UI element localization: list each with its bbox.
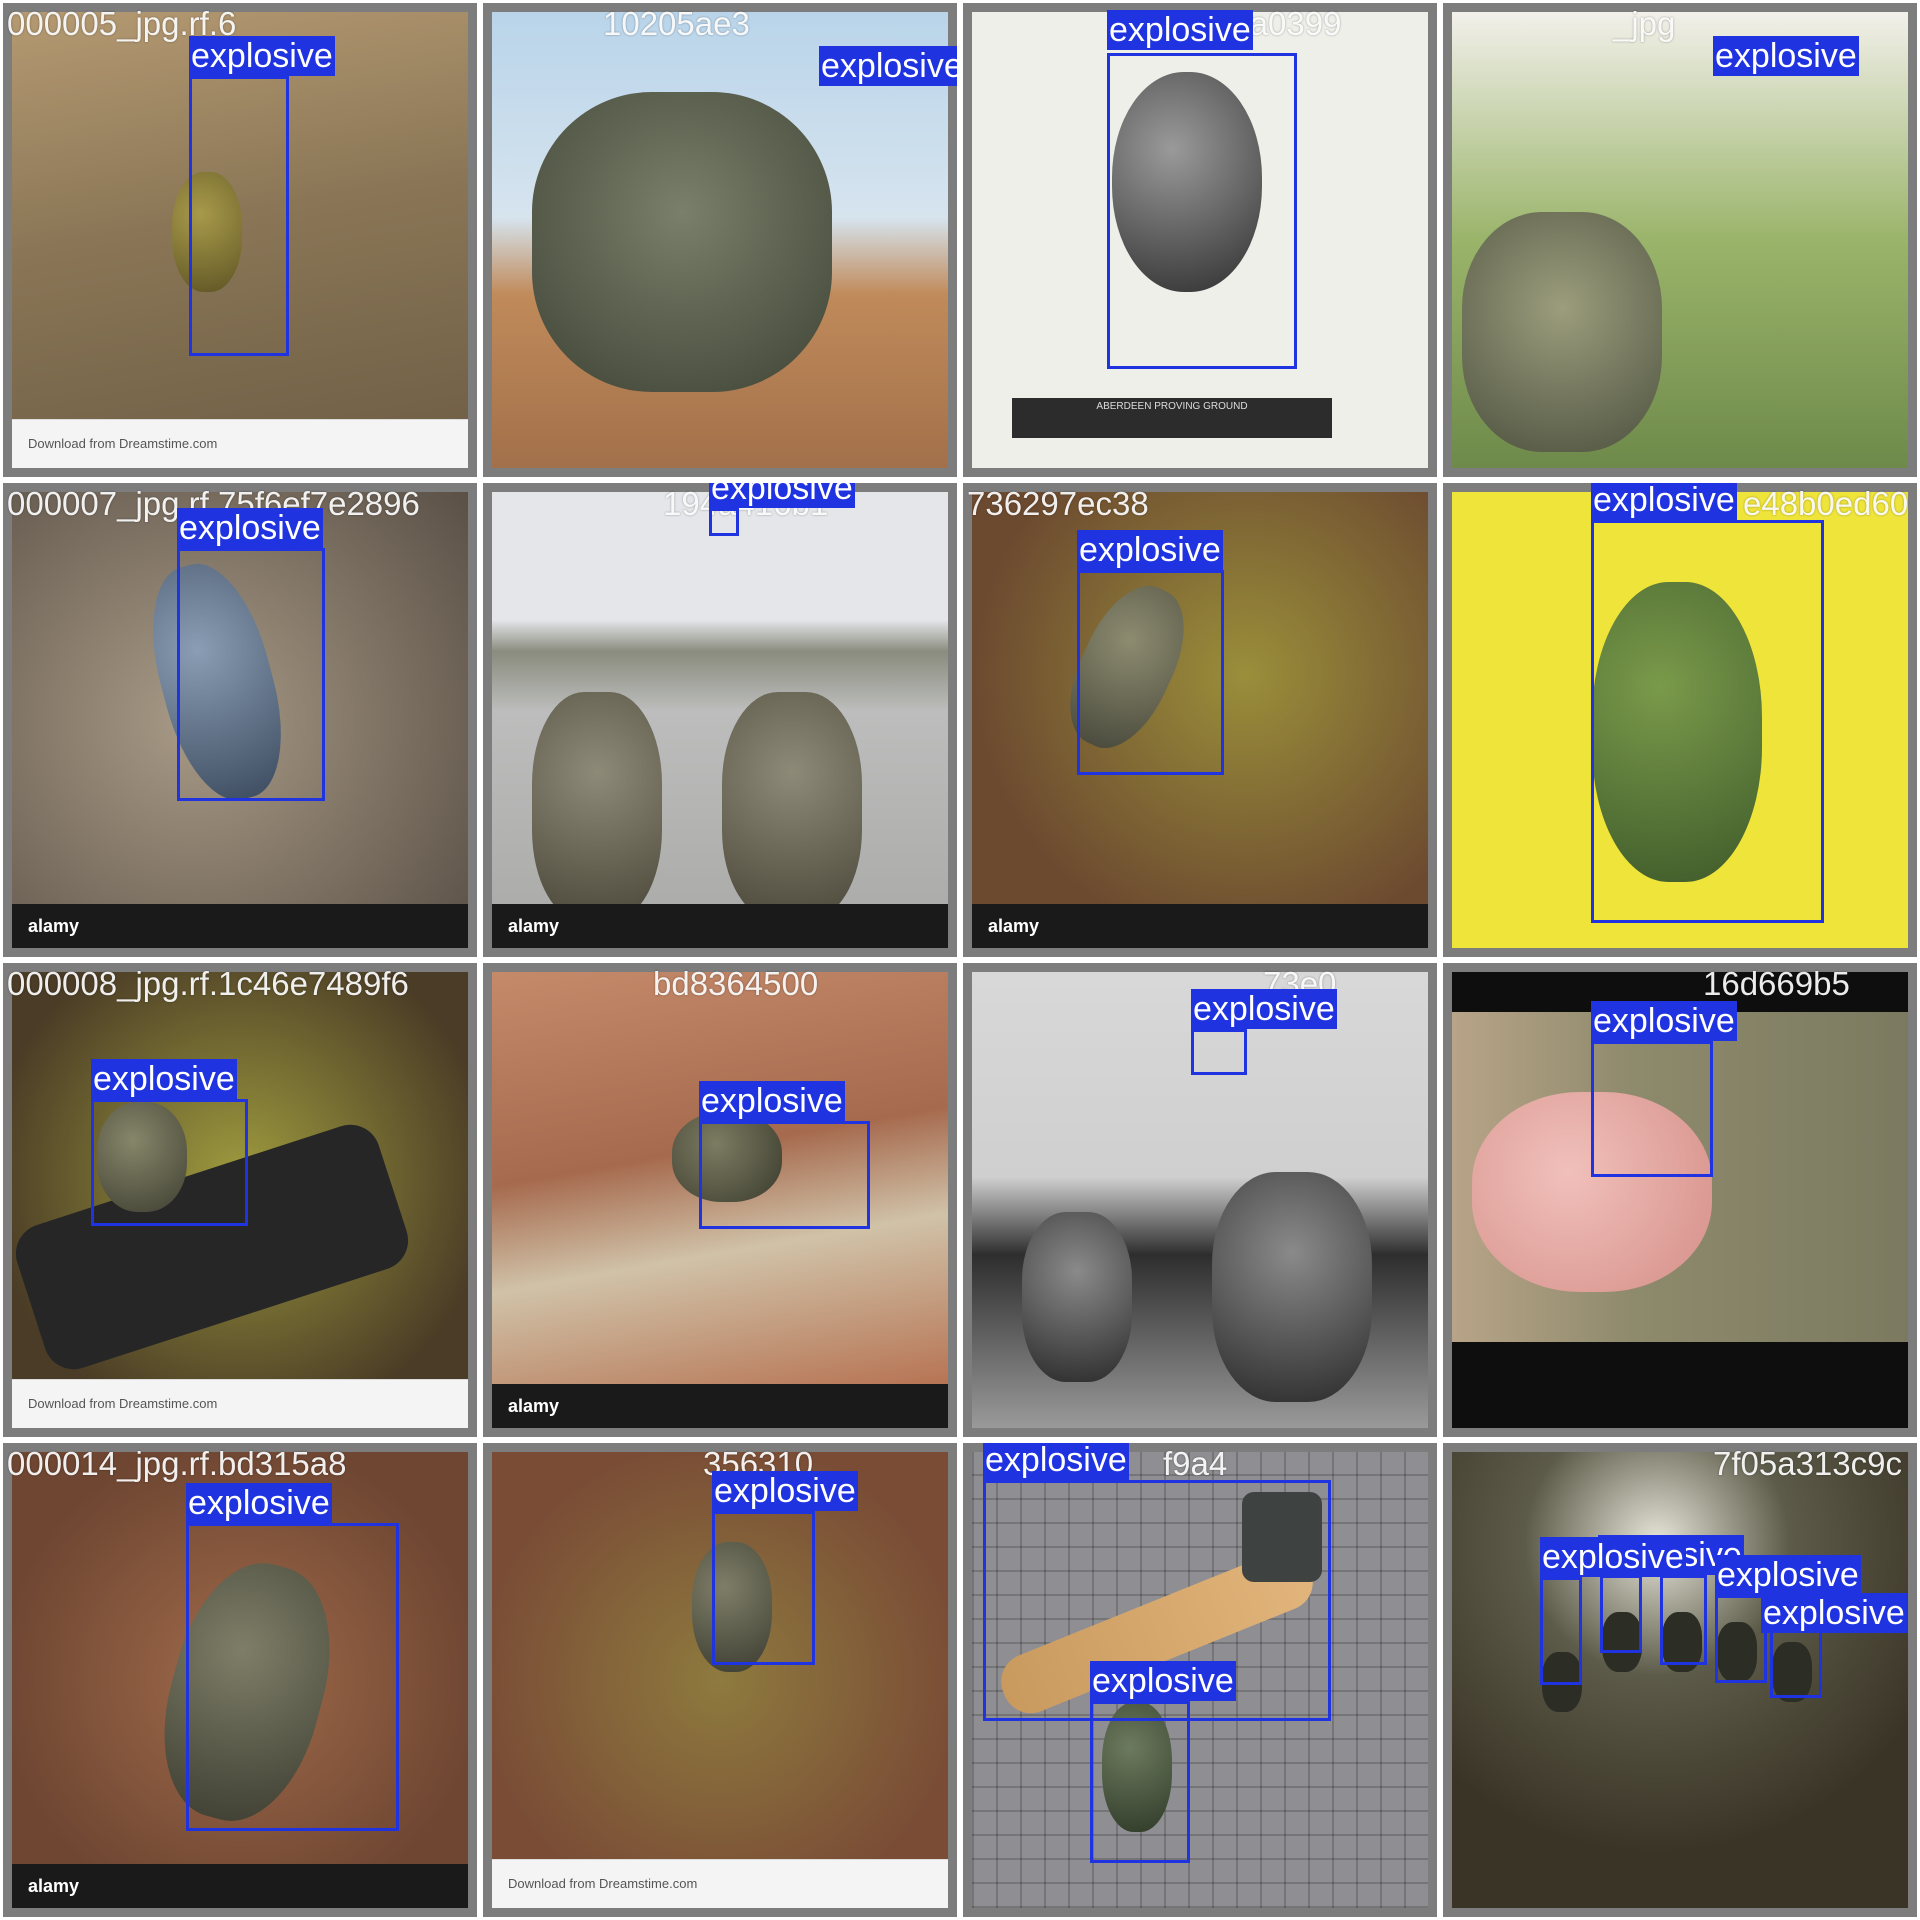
detection-label: explosive	[177, 508, 323, 548]
tile-6: alamy 194a416b1 explosive	[480, 480, 960, 960]
tile-photo	[492, 12, 948, 468]
tile-filename: bd8364500	[653, 965, 819, 1002]
bounding-box	[1600, 1575, 1642, 1653]
watermark-alamy: alamy	[492, 1384, 948, 1428]
watermark-alamy: alamy	[12, 1864, 468, 1908]
tile-filename: e48b0ed60	[1743, 485, 1909, 522]
tile-filename: 000008_jpg.rf.1c46e7489f6	[7, 965, 409, 1002]
detection-label: explosive	[712, 1471, 858, 1511]
tile-10: alamy bd8364500 explosive	[480, 960, 960, 1440]
detection-label: explosive	[186, 1483, 332, 1523]
tile-4: _jpg explosive	[1440, 0, 1920, 480]
tile-15: f9a4 explosive explosive	[960, 1440, 1440, 1920]
bounding-box	[1591, 1041, 1713, 1177]
detection-label: explosive	[1090, 1661, 1236, 1701]
detection-label: explosive	[1191, 989, 1337, 1029]
detection-label: explosive	[709, 483, 855, 508]
detection-label: explosive	[819, 46, 957, 86]
detection-label: explosive	[983, 1441, 1129, 1480]
tile-photo: alamy	[12, 1452, 468, 1908]
tile-14: Download from Dreamstime.com 356310 expl…	[480, 1440, 960, 1920]
detection-label: explosive	[91, 1059, 237, 1099]
tile-photo	[1452, 12, 1908, 468]
detection-label: explosive	[1107, 10, 1253, 50]
bounding-box	[91, 1099, 248, 1226]
tile-photo: alamy	[12, 492, 468, 948]
tile-11: 73e0 explosive	[960, 960, 1440, 1440]
bounding-box	[699, 1121, 870, 1229]
tile-5: alamy 000007_jpg.rf.75f6ef7e2896 explosi…	[0, 480, 480, 960]
tile-7: alamy 736297ec38 explosive	[960, 480, 1440, 960]
tile-1: Download from Dreamstime.com 000005_jpg.…	[0, 0, 480, 480]
tile-filename: 10205ae3	[603, 5, 750, 42]
detection-label: explosive	[1713, 36, 1859, 76]
tile-photo: alamy	[492, 492, 948, 948]
tile-photo: alamy	[492, 972, 948, 1428]
placard: ABERDEEN PROVING GROUND	[1012, 398, 1332, 438]
tile-13: alamy 000014_jpg.rf.bd315a8 explosive	[0, 1440, 480, 1920]
detection-label: explosive	[1715, 1555, 1861, 1595]
watermark-dreamstime: Download from Dreamstime.com	[12, 419, 468, 468]
bounding-box	[1090, 1701, 1190, 1863]
watermark-alamy: alamy	[492, 904, 948, 948]
tile-filename: 736297ec38	[967, 485, 1149, 522]
bounding-box	[177, 548, 325, 801]
bounding-box	[983, 1480, 1331, 1721]
bounding-box	[1540, 1577, 1582, 1685]
tile-photo: Download from Dreamstime.com	[12, 12, 468, 468]
detection-label: explosive	[1591, 1001, 1737, 1041]
tile-filename: 7f05a313c9c	[1713, 1445, 1902, 1482]
detection-label: explosive	[1591, 481, 1737, 520]
tile-photo	[972, 972, 1428, 1428]
bounding-box	[1660, 1575, 1707, 1665]
tile-filename: f9a4	[1163, 1445, 1228, 1482]
detection-label: explosive	[189, 36, 335, 76]
tile-photo	[1452, 1452, 1908, 1908]
tile-2: 10205ae3 explosive	[480, 0, 960, 480]
tile-filename: _jpg	[1613, 5, 1676, 42]
bounding-box	[712, 1511, 815, 1665]
tile-filename: 000005_jpg.rf.6	[7, 5, 237, 42]
tile-8: e48b0ed60 explosive	[1440, 480, 1920, 960]
watermark-dreamstime: Download from Dreamstime.com	[12, 1379, 468, 1428]
tile-filename: 16d669b5	[1703, 965, 1850, 1002]
bounding-box	[1191, 1029, 1247, 1075]
bounding-box	[1107, 53, 1297, 369]
bounding-box	[186, 1523, 399, 1831]
tile-16: 7f05a313c9c explosive explosive explosiv…	[1440, 1440, 1920, 1920]
tile-photo: ABERDEEN PROVING GROUND	[972, 12, 1428, 468]
detection-label: explosive	[1540, 1537, 1686, 1577]
bounding-box	[1077, 570, 1224, 775]
tile-9: Download from Dreamstime.com 000008_jpg.…	[0, 960, 480, 1440]
detection-label: explosive	[1761, 1593, 1907, 1633]
bounding-box	[189, 76, 289, 356]
detection-label: explosive	[1077, 530, 1223, 570]
watermark-alamy: alamy	[972, 904, 1428, 948]
tile-3: ABERDEEN PROVING GROUND 43a0399 explosiv…	[960, 0, 1440, 480]
bounding-box	[1715, 1595, 1767, 1683]
tile-filename: 000014_jpg.rf.bd315a8	[7, 1445, 347, 1482]
detection-label: explosive	[699, 1081, 845, 1121]
bounding-box	[1591, 520, 1824, 923]
tile-12: 16d669b5 explosive	[1440, 960, 1920, 1440]
tile-photo	[1452, 972, 1908, 1428]
watermark-dreamstime: Download from Dreamstime.com	[492, 1859, 948, 1908]
watermark-alamy: alamy	[12, 904, 468, 948]
tile-photo	[1452, 492, 1908, 948]
bounding-box	[709, 508, 739, 536]
tile-photo: Download from Dreamstime.com	[12, 972, 468, 1428]
tile-photo: Download from Dreamstime.com	[492, 1452, 948, 1908]
